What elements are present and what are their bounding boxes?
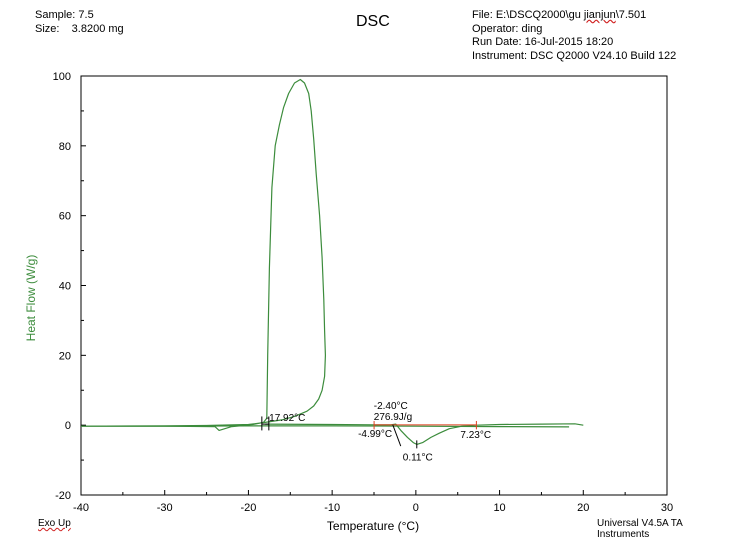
exo-up-label: Exo Up bbox=[38, 518, 71, 529]
onset-label: -17.92°C bbox=[266, 413, 306, 424]
x-tick-label: 30 bbox=[661, 502, 673, 514]
file-underlined: jianjun bbox=[583, 9, 616, 21]
y-tick-label: 40 bbox=[59, 281, 71, 293]
sample-info: Sample: 7.5 Size: 3.8200 mg bbox=[35, 9, 124, 36]
min-label: 0.11°C bbox=[403, 452, 433, 463]
y-axis-label: Heat Flow (W/g) bbox=[24, 255, 38, 342]
onset-tangent bbox=[392, 424, 402, 447]
chart-title: DSC bbox=[356, 13, 390, 30]
x-tick-label: -30 bbox=[157, 502, 173, 514]
y-tick-label: -20 bbox=[55, 490, 71, 502]
run-info: File: E:\DSCQ2000\gu jianjun\7.501 Opera… bbox=[472, 9, 676, 63]
instrument-label: Instrument: DSC Q2000 V24.10 Build 122 bbox=[472, 49, 677, 62]
operator-label: Operator: ding bbox=[472, 22, 543, 35]
y-tick-label: 60 bbox=[59, 211, 71, 223]
software-label: Universal V4.5A TA Instruments bbox=[597, 518, 683, 540]
y-tick-label: 80 bbox=[59, 141, 71, 153]
run-date-label: Run Date: 16-Jul-2015 18:20 bbox=[472, 36, 614, 48]
enthalpy-label: 276.9J/g bbox=[374, 412, 412, 423]
peak-onset-label: -2.40°C bbox=[374, 401, 408, 412]
series-line-1 bbox=[80, 78, 326, 431]
limit-left-label: -4.99°C bbox=[358, 429, 392, 440]
x-tick-label: 10 bbox=[493, 502, 505, 514]
limit-right-label: 7.23°C bbox=[460, 430, 491, 441]
size-label: Size: 3.8200 mg bbox=[35, 22, 124, 35]
file-suffix: \7.501 bbox=[615, 9, 647, 21]
file-label: File: E:\DSCQ2000\gu jianjun\7.501 bbox=[472, 9, 676, 23]
x-tick-label: 0 bbox=[413, 502, 419, 514]
x-tick-label: 20 bbox=[577, 502, 589, 514]
x-tick-label: -10 bbox=[324, 502, 340, 514]
x-axis-label: Temperature (°C) bbox=[327, 519, 419, 533]
y-tick-label: 20 bbox=[59, 350, 71, 362]
y-tick-label: 0 bbox=[65, 420, 71, 432]
file-prefix: File: E:\DSCQ2000\gu bbox=[472, 9, 584, 21]
series-line-3 bbox=[81, 425, 570, 428]
y-tick-label: 100 bbox=[53, 71, 71, 83]
x-tick-label: -40 bbox=[73, 502, 89, 514]
sample-label: Sample: 7.5 bbox=[35, 9, 94, 21]
x-tick-label: -20 bbox=[240, 502, 256, 514]
